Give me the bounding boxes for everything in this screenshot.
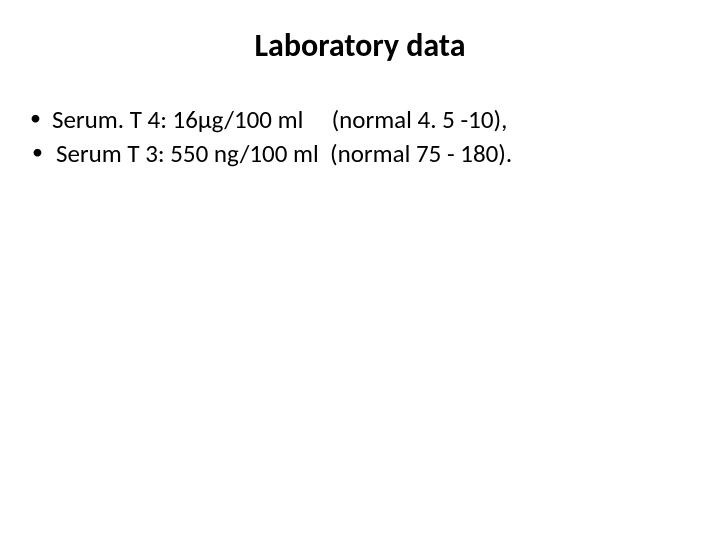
bullet-list: Serum. T 4: 16μg/100 ml (normal 4. 5 -10… — [28, 103, 692, 171]
slide-container: Laboratory data Serum. T 4: 16μg/100 ml … — [0, 0, 720, 540]
slide-content: Serum. T 4: 16μg/100 ml (normal 4. 5 -10… — [0, 103, 720, 171]
slide-title: Laboratory data — [0, 26, 720, 65]
list-item: Serum T 3: 550 ng/100 ml (normal 75 - 18… — [28, 137, 692, 171]
list-item: Serum. T 4: 16μg/100 ml (normal 4. 5 -10… — [28, 103, 692, 137]
